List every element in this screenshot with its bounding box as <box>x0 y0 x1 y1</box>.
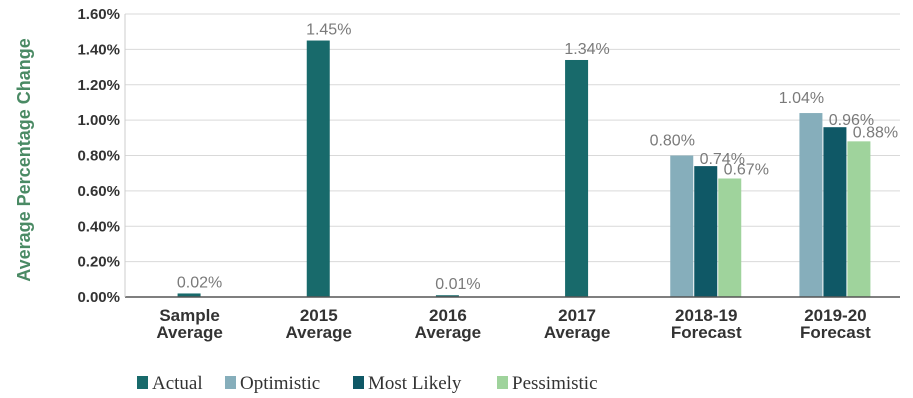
bars <box>177 40 871 297</box>
x-tick-label: Average <box>415 323 481 342</box>
y-tick-label: 1.60% <box>77 6 120 23</box>
x-tick-label: Sample <box>159 306 219 325</box>
gridlines <box>125 13 900 263</box>
data-label: 0.67% <box>724 161 769 178</box>
y-tick-label: 0.80% <box>77 148 120 165</box>
bar <box>565 59 589 297</box>
x-tick-label: Forecast <box>800 323 871 342</box>
x-tick-label: Forecast <box>671 323 742 342</box>
x-tick-label: Average <box>544 323 610 342</box>
x-tick-label: 2018-19 <box>675 306 737 325</box>
data-label: 0.96% <box>829 112 874 129</box>
legend-swatch <box>225 376 236 389</box>
y-tick-label: 0.40% <box>77 218 120 235</box>
legend-swatch <box>353 376 364 389</box>
bar <box>823 127 847 297</box>
bar <box>799 113 823 297</box>
y-tick-labels: 0.00% 0.20% 0.40% 0.60% 0.80% 1.00% 1.20% 1.40%… <box>77 6 120 306</box>
x-tick-label: Average <box>156 323 222 342</box>
data-labels: 0.02% 1.45% 0.01% 1.34% 0.80% 0.74%0.67% 1.04%… <box>177 22 898 294</box>
legend-swatch <box>137 376 148 389</box>
y-axis-title: Average Percentage Change <box>14 38 34 281</box>
legend-swatch <box>497 376 508 389</box>
bar <box>435 295 459 297</box>
y-tick-label: 1.40% <box>77 41 120 58</box>
data-label: 1.34% <box>564 41 609 58</box>
data-label: 0.74% <box>700 151 745 168</box>
data-label: 1.04% <box>779 90 824 107</box>
data-label: 1.45% <box>306 22 351 39</box>
bar <box>177 293 201 297</box>
x-tick-label: Average <box>286 323 352 342</box>
legend-label: Pessimistic <box>512 373 598 394</box>
bar <box>306 40 330 297</box>
data-label: 0.88% <box>853 124 898 141</box>
x-tick-label: 2015 <box>300 306 338 325</box>
y-tick-label: 0.60% <box>77 183 120 200</box>
bar <box>847 141 871 297</box>
y-tick-label: 1.20% <box>77 77 120 94</box>
data-label: 0.80% <box>650 133 695 150</box>
data-label: 0.01% <box>435 276 480 293</box>
bar <box>694 166 718 297</box>
bar <box>718 178 742 297</box>
legend: Actual Optimistic Most Likely Pessimistic <box>137 373 598 394</box>
x-tick-labels: SampleAverage2015Average2016Average2017A… <box>156 306 871 342</box>
x-tick-label: 2017 <box>558 306 596 325</box>
bar <box>670 155 694 297</box>
legend-label: Optimistic <box>240 373 320 394</box>
legend-label: Most Likely <box>368 373 462 394</box>
y-axis-title-group: Average Percentage Change <box>14 38 34 281</box>
y-tick-label: 1.00% <box>77 112 120 129</box>
legend-label: Actual <box>152 373 203 394</box>
x-tick-label: 2019-20 <box>804 306 866 325</box>
y-tick-label: 0.00% <box>77 289 120 306</box>
data-label: 0.02% <box>177 274 222 291</box>
x-tick-label: 2016 <box>429 306 467 325</box>
y-tick-label: 0.20% <box>77 254 120 271</box>
